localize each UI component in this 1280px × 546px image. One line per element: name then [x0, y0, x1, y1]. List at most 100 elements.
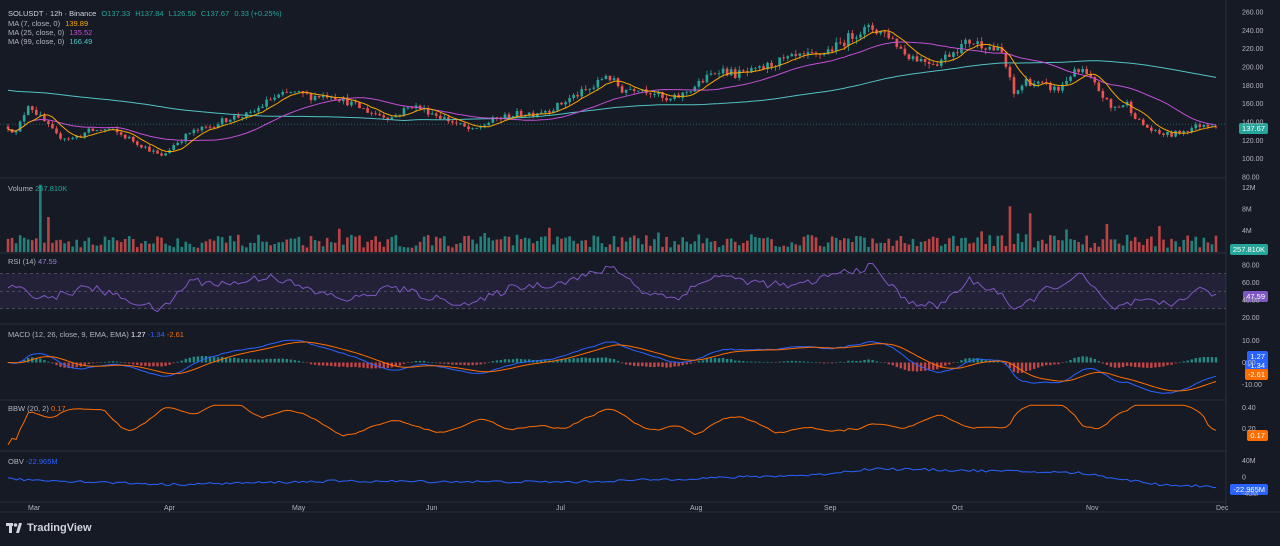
volume-bar [968, 243, 971, 252]
macd-histogram-bar [237, 358, 240, 363]
volume-bar [301, 245, 305, 252]
candle-body [636, 90, 640, 92]
volume-bar [277, 242, 280, 252]
volume-bar [754, 237, 757, 252]
macd-histogram-bar [204, 356, 208, 363]
macd-histogram-bar [301, 361, 305, 363]
volume-bar [1206, 242, 1210, 252]
macd-histogram-bar [810, 361, 814, 363]
volume-bar [338, 228, 341, 252]
volume-bar [200, 242, 204, 252]
volume-bar [1085, 235, 1088, 252]
macd-histogram-bar [471, 362, 474, 366]
price-axis-tick: 240.00 [1242, 28, 1264, 35]
rsi-axis-tick: 80.00 [1242, 262, 1260, 269]
candle-body [1049, 82, 1052, 91]
candle-body [1137, 118, 1141, 120]
candle-body [366, 108, 369, 113]
candle-body [584, 89, 588, 90]
volume-bar [511, 245, 515, 252]
volume-bar [289, 238, 293, 252]
macd-histogram-bar [172, 362, 175, 364]
macd-histogram-bar [281, 358, 284, 363]
candle-body [459, 123, 462, 125]
ohlc-high: H137.84 [135, 9, 164, 18]
symbol-label[interactable]: SOLUSDT · 12h · Binance [8, 9, 97, 18]
ma7-legend[interactable]: MA (7, close, 0) 139.89 [8, 19, 91, 28]
macd-histogram-bar [515, 358, 519, 363]
macd-histogram-bar [180, 360, 183, 363]
ma99-line [7, 60, 1217, 122]
macd-histogram-bar [847, 360, 850, 363]
candle-body [1040, 81, 1044, 83]
obv-legend[interactable]: OBV -22.965M [8, 457, 58, 466]
macd-histogram-bar [637, 362, 640, 367]
macd-histogram-bar [119, 362, 123, 363]
candle-body [123, 134, 127, 139]
candle-body [378, 114, 381, 116]
volume-bar [87, 237, 91, 252]
volume-bar [859, 236, 862, 252]
candle-body [515, 110, 519, 117]
volume-bar [293, 238, 297, 252]
volume-bar [184, 241, 188, 252]
macd-histogram-bar [309, 362, 313, 365]
candle-body [697, 80, 701, 87]
volume-bar [487, 237, 491, 252]
macd-histogram-bar [346, 362, 349, 368]
macd-tag-3: -2.61 [1244, 369, 1268, 380]
volume-legend[interactable]: Volume 257.810K [8, 184, 67, 193]
volume-bar [778, 246, 781, 252]
candle-body [1190, 128, 1194, 132]
candle-body [410, 107, 414, 109]
ma25-legend[interactable]: MA (25, close, 0) 135.52 [8, 28, 95, 37]
macd-histogram-bar [1069, 359, 1072, 363]
volume-bar [148, 243, 151, 252]
candle-body [281, 91, 285, 95]
candle-body [834, 42, 838, 52]
candle-body [560, 102, 563, 105]
time-axis-label: Apr [164, 505, 176, 512]
macd-histogram-bar [192, 356, 196, 363]
macd-histogram-bar [758, 361, 761, 363]
macd-histogram-bar [188, 357, 192, 363]
volume-axis-tick: 12M [1242, 185, 1256, 192]
candle-body [1000, 47, 1004, 53]
candle-body [51, 124, 54, 129]
macd-histogram-bar [604, 357, 608, 363]
candle-body [144, 146, 147, 148]
price-axis-tick: 260.00 [1242, 10, 1264, 17]
ma99-legend[interactable]: MA (99, close, 0) 166.49 [8, 37, 95, 46]
bbw-tag: 0.17 [1247, 430, 1268, 441]
volume-bar [471, 239, 474, 252]
volume-bar [531, 243, 535, 252]
macd-histogram-bar [1089, 357, 1092, 363]
candle-body [709, 73, 713, 75]
macd-histogram-bar [689, 362, 692, 364]
macd-histogram-bar [992, 361, 995, 363]
candle-body [1133, 113, 1137, 119]
candle-body [18, 121, 22, 132]
macd-histogram-bar [27, 357, 30, 363]
macd-histogram-bar [1012, 362, 1016, 372]
macd-histogram-bar [459, 362, 462, 365]
macd-histogram-bar [366, 362, 369, 369]
volume-bar [333, 242, 337, 252]
macd-histogram-bar [418, 360, 422, 363]
volume-bar [515, 234, 519, 252]
tradingview-logo[interactable]: TradingView [6, 522, 92, 534]
bbw-legend[interactable]: BBW (20, 2) 0.17 [8, 404, 66, 413]
volume-bar [1121, 245, 1125, 252]
macd-legend[interactable]: MACD (12, 26, close, 9, EMA, EMA) 1.27 -… [8, 330, 184, 339]
volume-bar [725, 238, 729, 252]
price-axis-tick: 220.00 [1242, 46, 1264, 53]
volume-bar [750, 234, 753, 252]
candle-body [313, 95, 317, 101]
volume-bar [1113, 239, 1117, 252]
rsi-axis-tick: 20.00 [1242, 315, 1260, 322]
rsi-legend[interactable]: RSI (14) 47.59 [8, 257, 57, 266]
candle-body [216, 124, 220, 128]
volume-bar [996, 235, 1000, 252]
macd-histogram-bar [1117, 362, 1121, 368]
